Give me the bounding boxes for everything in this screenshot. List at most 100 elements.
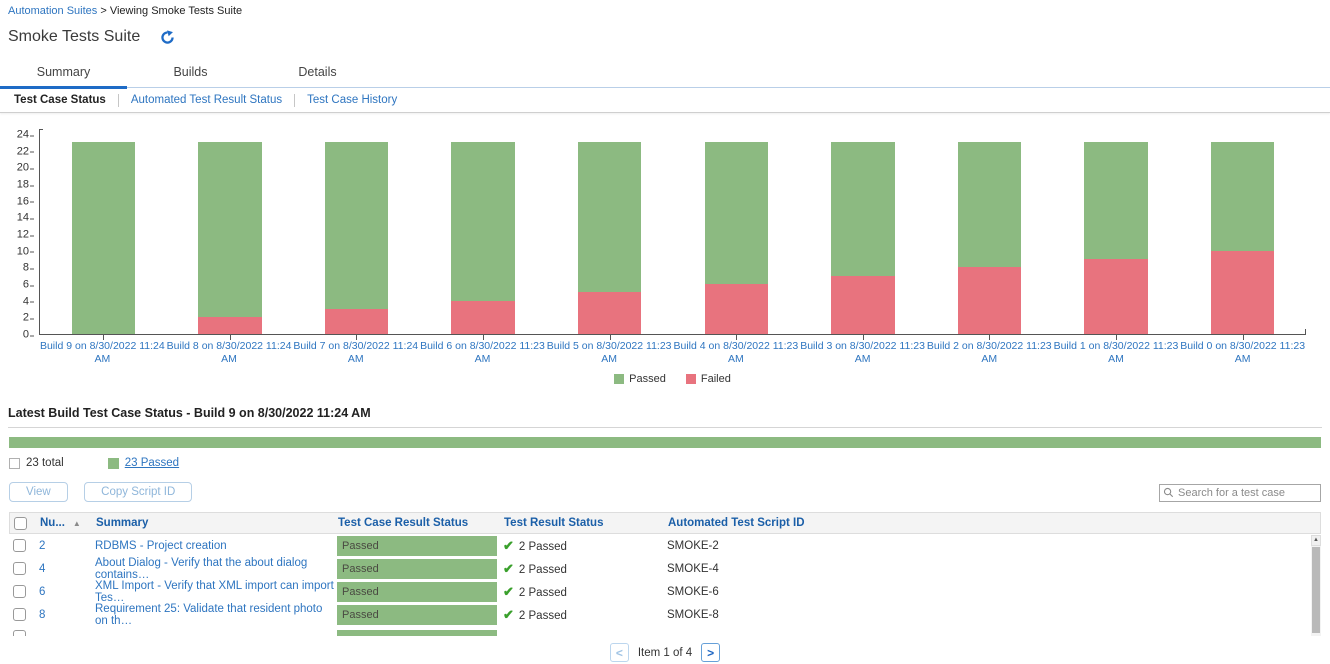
test-case-number-link[interactable]: 4 [39,562,46,575]
sort-ascending-icon[interactable]: ▲ [72,519,81,529]
test-case-summary-link[interactable]: About Dialog - Verify that the about dia… [95,556,308,581]
x-axis-build-link[interactable]: Build 1 on 8/30/2022 11:23 AM [1053,340,1179,366]
y-tick-label: 12 [16,228,35,241]
stacked-bar[interactable] [71,142,135,334]
row-checkbox[interactable] [13,585,26,599]
table-actions: View Copy Script ID [9,482,204,503]
check-icon: ✔ [503,537,514,553]
subtab-test-case-status[interactable]: Test Case Status [14,94,106,106]
bar-segment-passed [198,142,262,318]
section-divider [8,427,1322,429]
total-count-label: 23 total [26,457,64,470]
x-axis-build-link[interactable]: Build 5 on 8/30/2022 11:23 AM [546,340,672,366]
x-axis-build-link[interactable]: Build 4 on 8/30/2022 11:23 AM [673,340,799,366]
x-axis-build-link[interactable]: Build 0 on 8/30/2022 11:23 AM [1180,340,1306,366]
view-button[interactable]: View [9,482,68,503]
stacked-bar[interactable] [831,142,895,334]
scrollbar-up-icon[interactable]: ▲ [1311,535,1321,547]
case-status-badge: Passed [337,604,497,625]
latest-build-progress-bar [9,437,1321,449]
y-tick-label: 22 [16,145,35,158]
search-box [1159,483,1321,502]
stacked-bar[interactable] [324,142,389,334]
row-summary-cell: About Dialog - Verify that the about dia… [95,557,337,581]
column-header-case[interactable]: Test Case Result Status [338,517,469,530]
subtab-test-case-history[interactable]: Test Case History [307,94,398,106]
stacked-bar[interactable] [451,142,515,334]
y-tick-label: 4 [22,295,35,308]
subtab-automated-test-result-status[interactable]: Automated Test Result Status [130,94,283,106]
search-input[interactable] [1159,483,1321,502]
stacked-bar[interactable] [704,142,768,334]
stacked-bar[interactable] [1210,142,1275,334]
bar-segment-passed [831,142,895,276]
column-header-res[interactable]: Test Result Status [504,517,604,530]
column-header-script[interactable]: Automated Test Script ID [668,517,805,530]
bar-group [546,135,673,340]
refresh-icon [160,29,175,48]
x-axis-build-link[interactable]: Build 7 on 8/30/2022 11:24 AM [293,340,419,366]
bar-segment-passed [957,142,1022,268]
row-checkbox-cell [9,539,35,553]
stacked-bar[interactable] [198,142,262,334]
stacked-bar[interactable] [1084,142,1148,334]
row-checkbox[interactable] [13,608,26,622]
row-number-cell: 4 [35,563,95,575]
check-icon: ✔ [503,560,514,576]
case-status-badge: Passed [337,581,497,602]
pagination: < Item 1 of 4 > [0,643,1330,663]
tab-details[interactable]: Details [298,65,337,79]
case-status-badge: Passed [337,558,497,579]
test-case-summary-link[interactable]: Requirement 25: Validate that resident p… [95,602,323,627]
breadcrumb-current: Viewing Smoke Tests Suite [109,5,243,17]
column-header-sum[interactable]: Summary [96,517,149,530]
test-case-summary-link[interactable]: RDBMS - Project creation [95,539,227,552]
x-axis-build-link[interactable]: Build 3 on 8/30/2022 11:23 AM [800,340,925,366]
bar-segment-failed [451,300,515,334]
y-tick-label: 16 [16,195,35,208]
stacked-bar[interactable] [578,142,642,334]
test-case-number-link[interactable]: 8 [39,608,46,621]
chart-y-axis: 0 2 4 6 8 10 12 14 16 18 20 22 24 [0,129,35,340]
test-case-summary-link[interactable]: XML Import - Verify that XML import can … [95,579,334,604]
table-scrollbar[interactable]: ▲ [1311,535,1321,637]
x-axis-build-link[interactable]: Build 8 on 8/30/2022 11:24 AM [166,340,292,366]
progress-segment-passed [9,437,1321,449]
row-checkbox[interactable] [13,630,26,637]
bar-group [167,135,294,340]
row-script-id-cell: SMOKE-6 [667,585,719,598]
table-row: 6 XML Import - Verify that XML import can… [9,580,1321,604]
row-case-status-cell: Passed [337,558,501,579]
next-page-button[interactable]: > [701,643,721,663]
copy-script-id-button[interactable]: Copy Script ID [84,482,193,503]
row-checkbox[interactable] [13,539,26,553]
x-axis-build-link[interactable]: Build 6 on 8/30/2022 11:23 AM [420,340,545,366]
tab-summary[interactable]: Summary [0,59,127,89]
prev-page-button[interactable]: < [609,643,629,663]
test-case-number-link[interactable]: 6 [39,585,46,598]
x-axis-build-link[interactable]: Build 9 on 8/30/2022 11:24 AM [39,340,165,366]
latest-build-counts: 23 total 23 Passed [9,457,1321,469]
bar-segment-failed [704,284,768,334]
tab-builds[interactable]: Builds [173,65,208,79]
check-icon: ✔ [503,583,514,599]
stacked-bar[interactable] [957,142,1022,334]
select-all-checkbox[interactable] [14,516,27,530]
page-title: Smoke Tests Suite [8,28,141,45]
column-header-num[interactable]: Nu... ▲ [40,517,81,530]
passed-count-link[interactable]: 23 Passed [124,457,180,470]
test-case-number-link[interactable]: 2 [39,539,46,552]
sub-tabs: Test Case Status Automated Test Result St… [0,88,1330,113]
refresh-button[interactable] [160,29,175,48]
row-summary-cell: XML Import - Verify that XML import can … [95,580,337,604]
y-tick-label: 0 [22,328,35,341]
bar-group [1179,135,1306,340]
x-axis-build-link[interactable]: Build 2 on 8/30/2022 11:23 AM [926,340,1052,366]
breadcrumb-link-automation-suites[interactable]: Automation Suites [8,5,98,17]
row-number-cell: 8 [35,609,95,621]
bar-segment-failed [957,267,1022,334]
result-status-text: 2 Passed [518,563,567,576]
chart-legend: Passed Failed [39,373,1306,385]
scrollbar-thumb[interactable] [1312,547,1320,634]
row-checkbox[interactable] [13,562,26,576]
